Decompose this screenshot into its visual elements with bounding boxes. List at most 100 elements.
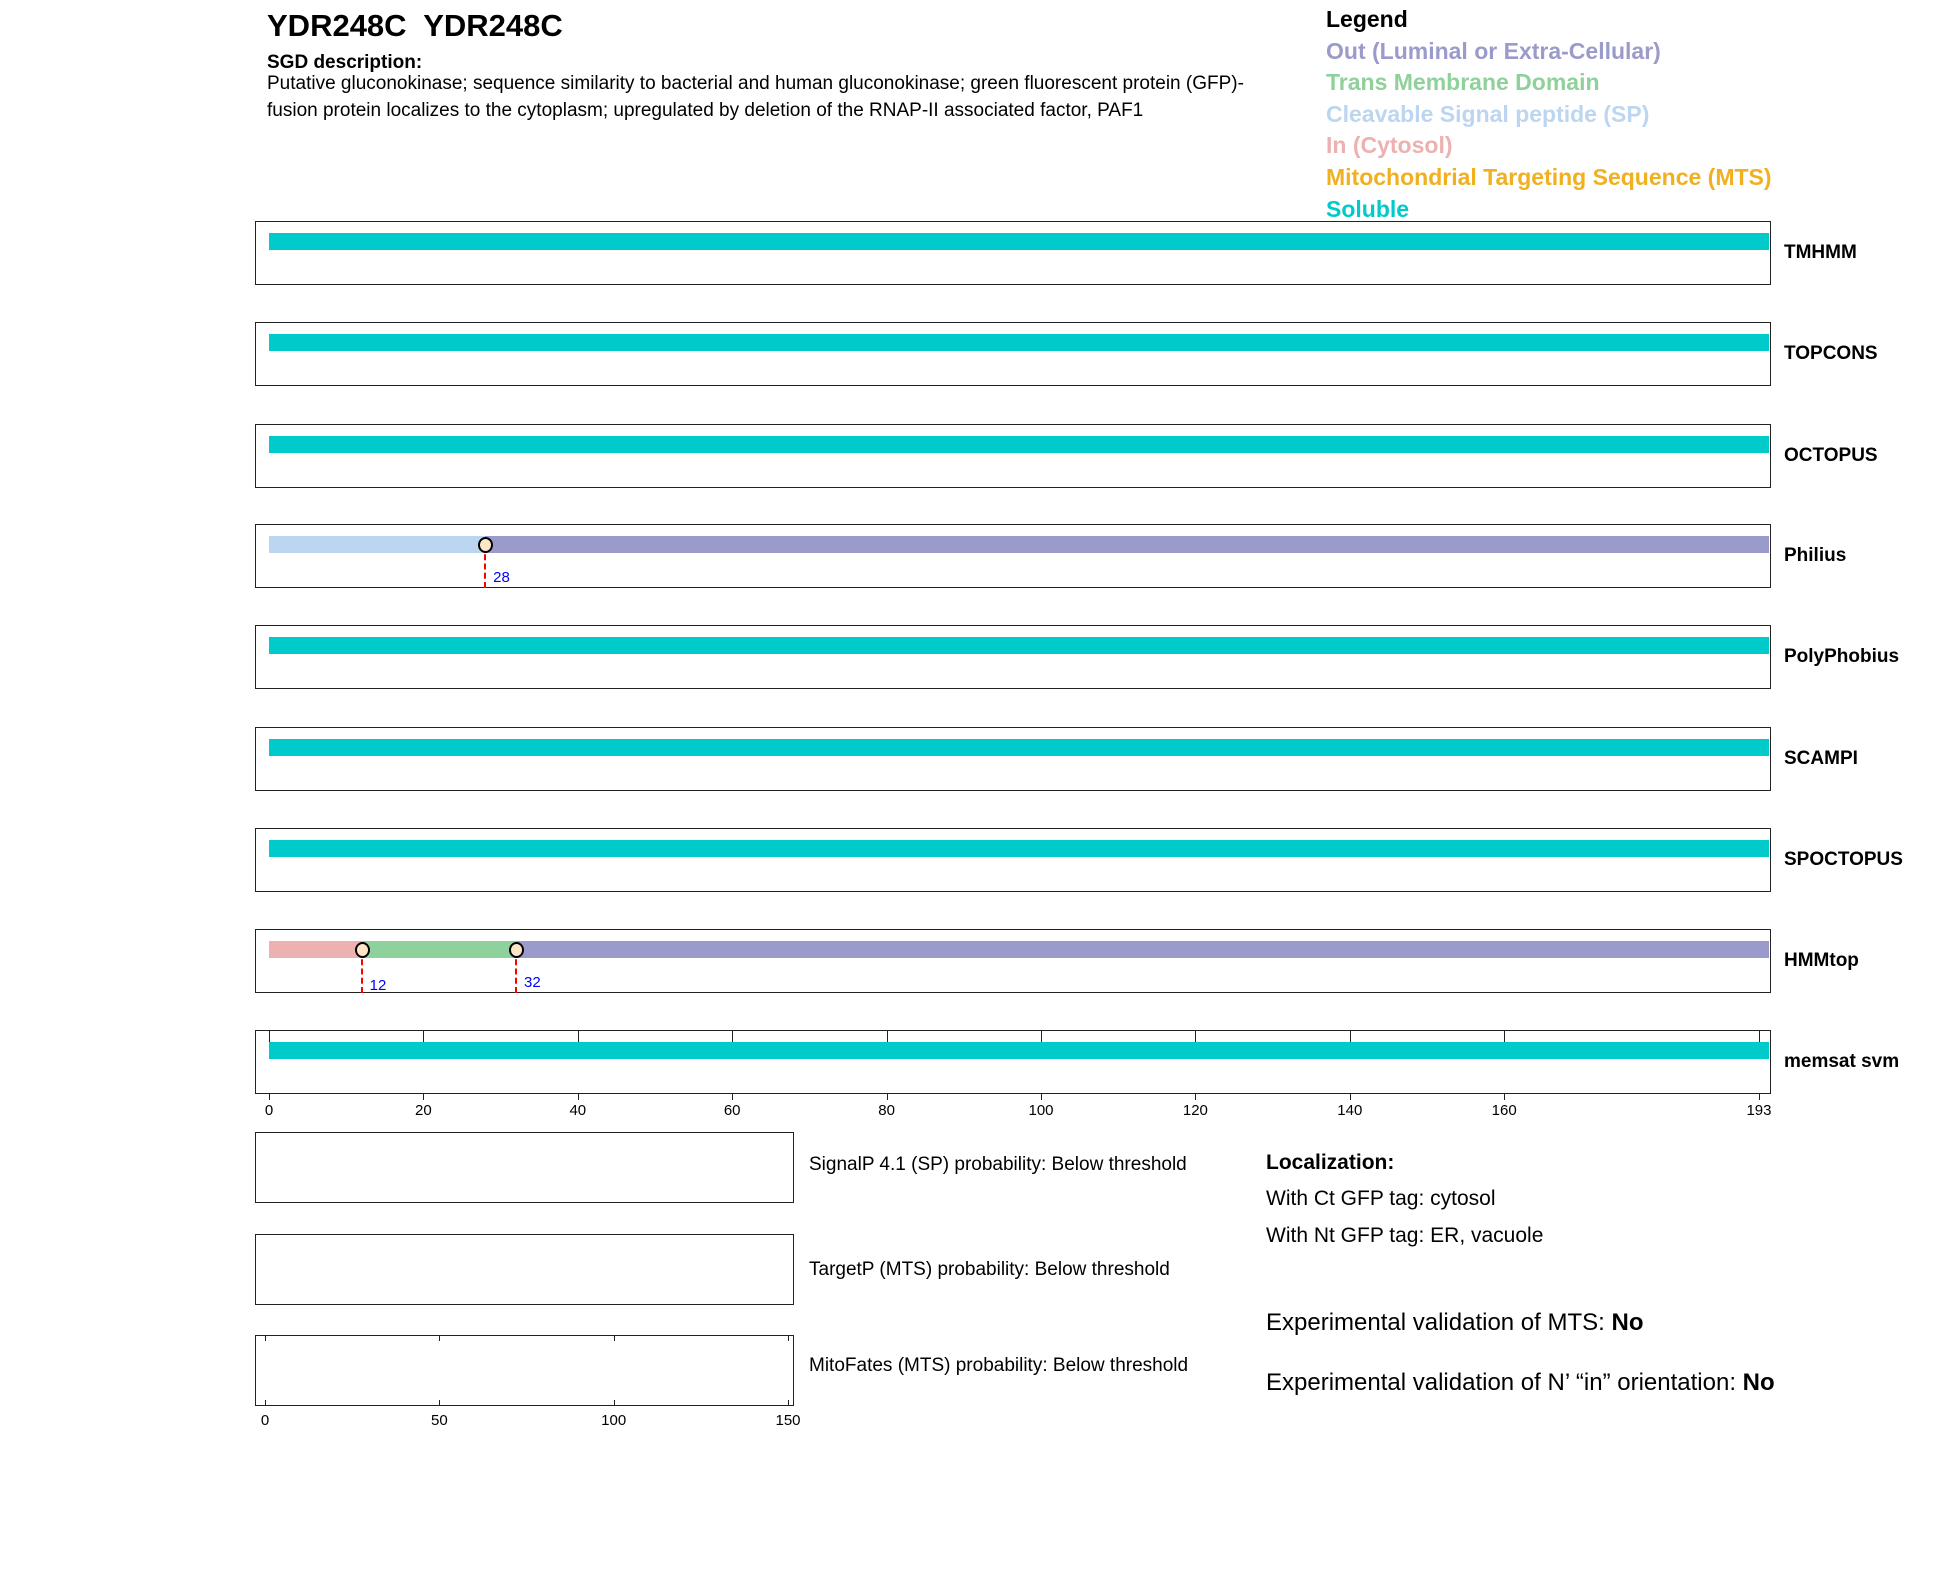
- mitofates-probability-box: [255, 1335, 794, 1406]
- track-box-tmhmm: [255, 221, 1771, 285]
- probability-axis-tick: [439, 1400, 441, 1406]
- track-segment-tm: [361, 941, 517, 958]
- track-box-octopus: [255, 424, 1771, 488]
- track-segment-soluble: [269, 436, 1769, 453]
- legend-item-mts: Mitochondrial Targeting Sequence (MTS): [1326, 163, 1772, 190]
- axis-tick: [1504, 1030, 1506, 1042]
- axis-tick: [1041, 1030, 1042, 1042]
- signalp-text: SignalP 4.1 (SP) probability: Below thre…: [809, 1154, 1187, 1175]
- probability-axis-tick: [613, 1400, 615, 1406]
- boundary-label: 12: [369, 977, 387, 994]
- axis-tick: [577, 1030, 579, 1042]
- track-segment-soluble: [269, 233, 1769, 250]
- boundary-line: [484, 545, 487, 588]
- axis-tick-label: 60: [723, 1102, 741, 1119]
- probability-axis-tick: [265, 1400, 266, 1406]
- track-box-hmmtop: [255, 929, 1771, 993]
- track-box-memsat-svm: [255, 1030, 1771, 1094]
- legend: Legend Out (Luminal or Extra-Cellular) T…: [1326, 4, 1772, 225]
- track-segment-sp: [269, 536, 486, 553]
- probability-axis-tick-label: 50: [430, 1412, 448, 1429]
- probability-axis-tick-label: 150: [775, 1412, 801, 1429]
- axis-tick: [269, 1030, 270, 1042]
- axis-tick: [423, 1030, 425, 1042]
- probability-axis-tick: [439, 1335, 441, 1341]
- validation-n-in: Experimental validation of N’ “in” orien…: [1266, 1369, 1775, 1397]
- localization-title: Localization:: [1266, 1151, 1395, 1174]
- validation-n-in-label: Experimental validation of N’ “in” orien…: [1266, 1369, 1743, 1396]
- axis-tick: [577, 1094, 579, 1100]
- axis-tick-label: 140: [1337, 1102, 1363, 1119]
- track-segment-soluble: [269, 739, 1769, 756]
- axis-tick: [1504, 1094, 1506, 1100]
- axis-tick-label: 40: [569, 1102, 587, 1119]
- track-label: OCTOPUS: [1784, 445, 1878, 466]
- legend-item-sp: Cleavable Signal peptide (SP): [1326, 100, 1650, 127]
- axis-tick: [1041, 1094, 1042, 1100]
- axis-tick: [1195, 1094, 1197, 1100]
- localization-nt: With Nt GFP tag: ER, vacuole: [1266, 1224, 1544, 1247]
- mitofates-text: MitoFates (MTS) probability: Below thres…: [809, 1355, 1189, 1376]
- page-title: YDR248C YDR248C: [267, 8, 563, 43]
- axis-tick-label: 20: [415, 1102, 432, 1119]
- boundary-line: [360, 950, 363, 993]
- axis-tick-label: 160: [1491, 1102, 1517, 1119]
- track-label: PolyPhobius: [1784, 646, 1900, 667]
- axis-tick: [1758, 1094, 1760, 1100]
- track-box-polyphobius: [255, 625, 1771, 689]
- axis-tick-label: 120: [1182, 1102, 1208, 1119]
- legend-item-out: Out (Luminal or Extra-Cellular): [1326, 37, 1661, 64]
- axis-tick: [423, 1094, 425, 1100]
- track-box-topcons: [255, 322, 1771, 386]
- track-box-philius: [255, 524, 1771, 588]
- probability-axis-tick: [613, 1335, 615, 1341]
- track-segment-out: [485, 536, 1769, 553]
- probability-axis-tick: [788, 1400, 789, 1406]
- validation-mts: Experimental validation of MTS: No: [1266, 1309, 1643, 1337]
- validation-mts-value: No: [1611, 1309, 1644, 1336]
- track-label: HMMtop: [1784, 950, 1859, 971]
- axis-tick: [1349, 1030, 1351, 1042]
- track-label: TOPCONS: [1784, 343, 1878, 364]
- track-box-spoctopus: [255, 828, 1771, 892]
- probability-axis-tick-label: 100: [601, 1412, 627, 1429]
- axis-tick: [269, 1094, 270, 1100]
- track-label: SCAMPI: [1784, 748, 1858, 769]
- track-segment-soluble: [269, 1042, 1769, 1059]
- axis-tick: [886, 1094, 888, 1100]
- boundary-label: 32: [524, 974, 541, 991]
- axis-tick: [1195, 1030, 1197, 1042]
- probability-axis-tick: [788, 1335, 789, 1341]
- boundary-label: 28: [493, 569, 510, 586]
- legend-title: Legend: [1326, 6, 1408, 32]
- axis-tick: [1758, 1030, 1760, 1042]
- probability-axis-tick-label: 0: [260, 1412, 270, 1429]
- axis-tick-label: 193: [1746, 1102, 1772, 1119]
- track-segment-soluble: [269, 334, 1769, 351]
- axis-tick: [732, 1094, 734, 1100]
- sgd-description-label: SGD description:: [267, 52, 423, 73]
- boundary-marker: [354, 942, 370, 958]
- localization-ct: With Ct GFP tag: cytosol: [1266, 1187, 1496, 1210]
- track-label: TMHMM: [1784, 242, 1857, 263]
- validation-mts-label: Experimental validation of MTS:: [1266, 1309, 1612, 1336]
- axis-tick-label: 0: [264, 1102, 274, 1119]
- sgd-description-text: Putative gluconokinase; sequence similar…: [267, 73, 1244, 121]
- track-label: memsat svm: [1784, 1051, 1900, 1072]
- targetp-text: TargetP (MTS) probability: Below thresho…: [809, 1259, 1170, 1280]
- boundary-line: [515, 950, 518, 993]
- boundary-marker: [478, 537, 494, 553]
- legend-item-in: In (Cytosol): [1326, 132, 1453, 159]
- axis-tick-label: 80: [878, 1102, 895, 1119]
- track-segment-in: [269, 941, 362, 958]
- axis-tick: [732, 1030, 734, 1042]
- track-segment-soluble: [269, 840, 1769, 857]
- track-segment-out: [516, 941, 1769, 958]
- signalp-probability-box: [255, 1132, 794, 1203]
- track-segment-soluble: [269, 637, 1769, 654]
- axis-tick: [886, 1030, 888, 1042]
- probability-axis-tick: [265, 1335, 266, 1341]
- boundary-marker: [509, 942, 525, 958]
- track-box-scampi: [255, 727, 1771, 791]
